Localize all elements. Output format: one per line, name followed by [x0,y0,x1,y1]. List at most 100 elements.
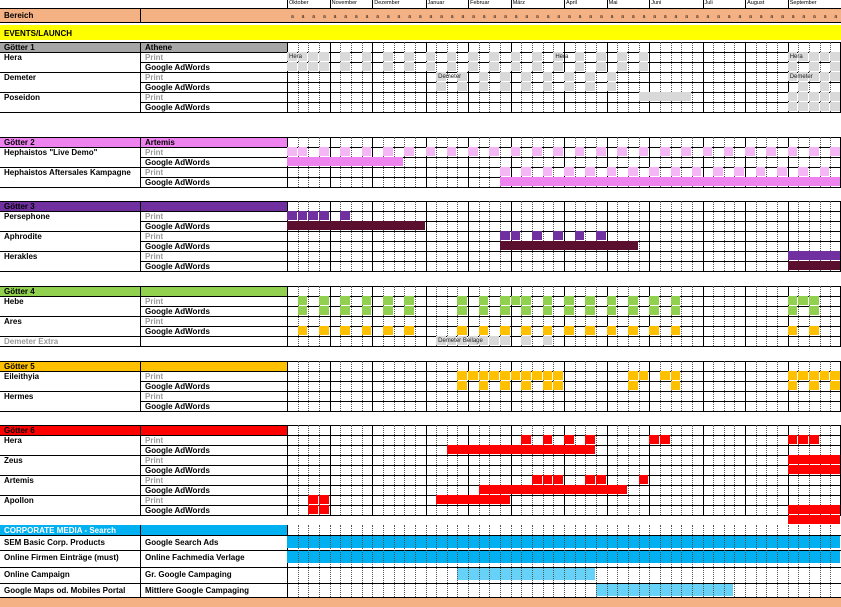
hephaistos-live-print [617,147,627,156]
corporate-row-border [0,535,841,536]
grid-column-line [510,137,512,187]
row-label: Apollon [4,496,34,505]
grid-column-line [681,42,683,112]
grid-column-line [297,425,299,515]
month-divider [745,0,747,8]
hera-adwords-block [382,62,393,71]
grid-column-line [670,137,672,187]
grid-column-line [681,286,683,346]
zeus-print-bar [787,455,840,464]
grid-column-line [702,425,704,515]
grid-column-line [723,137,725,187]
week-marker: a [685,14,688,20]
section-top-border [0,425,841,426]
hera-print-block [308,52,318,61]
section-header-band [0,286,287,296]
grid-column-line [329,286,331,346]
apollon-print-bar [436,495,510,504]
hera-adwords-block [340,62,350,71]
subrow-border [140,221,841,222]
grid-column-line [404,286,406,346]
grid-column-line [723,425,725,515]
grid-column-line [542,137,544,187]
hephaistos-live-print [659,147,670,156]
grid-column-line [606,201,608,271]
hebe-adwords [382,306,393,315]
eileithyia-adwords [457,381,468,390]
hera-adwords-block [532,62,542,71]
eileithyia-adwords [478,381,489,390]
week-marker: a [408,14,411,20]
row-label: Ares [4,317,22,326]
demeter-print-block [500,72,510,81]
grid-column-line [745,42,747,112]
herakles-adwords-bar [787,261,840,270]
hephaistos-after-print [585,167,595,176]
eileithyia-print [500,371,510,380]
hera-print-block [446,52,457,61]
grid-column-line [723,286,725,346]
grid-column-line [702,361,704,411]
hera-print-block [574,52,585,61]
grid-column-line [585,286,587,346]
hephaistos-live-print [595,147,606,156]
section-bottom-border [0,112,841,113]
demeter-print-block [798,72,809,81]
subrow-border [140,505,841,506]
ares-adwords [361,326,372,335]
grid-column-line [830,137,832,187]
hebe-print [318,296,329,305]
demeter-extra [436,336,446,345]
corporate-grid-column [361,525,363,597]
grid-column-line [404,42,406,112]
ares-adwords [670,326,681,335]
grid-column-line [510,361,512,411]
grid-column-line [489,42,491,112]
grid-column-line [489,425,491,515]
subrow-border [140,401,841,402]
month-divider [564,0,565,8]
poseidon-adwords-block [809,102,819,111]
grid-column-line [457,137,459,187]
grid-column-line [372,201,374,271]
grid-column-line [564,201,565,271]
hera6-print [585,435,595,444]
poseidon-adwords-bar [638,92,691,101]
week-marker: a [354,14,358,20]
hephaistos-after-print [798,167,809,176]
eileithyia-adwords [809,381,819,390]
grid-column-line [777,201,779,271]
hera-print-block [297,52,308,61]
demeter-adwords-block [500,82,510,91]
grid-column-line [617,201,619,271]
grid-column-line [819,361,821,411]
corporate-grid-column [659,525,661,597]
eileithyia-print [553,371,563,380]
hephaistos-after-print [755,167,766,176]
corporate-grid-column [681,525,683,597]
grid-column-line [627,42,629,112]
corporate-grid-column [340,525,342,597]
grid-column-line [574,42,576,112]
print-channel-label: Print [145,372,164,381]
hephaistos-after-print [670,167,681,176]
grid-column-line [329,42,331,112]
demeter-print-block [457,72,468,81]
hebe-print [585,296,595,305]
hera-print-block [489,52,500,61]
hera-adwords-block [574,62,585,71]
hebe-adwords [297,306,308,315]
grid-column-line [745,137,747,187]
grid-column-line [691,137,693,187]
row-label: Demeter [4,73,37,82]
grid-column-line [659,361,661,411]
eileithyia-print [809,371,819,380]
zeus-adwords-bar [787,465,840,474]
demeter-print-block [564,72,574,81]
row-border [0,72,841,73]
persephone-print [287,211,297,220]
corporate-grid-column [713,525,715,597]
grid-left-border [287,425,288,515]
adwords-channel-label: Google AdWords [145,83,210,92]
grid-column-line [564,137,565,187]
